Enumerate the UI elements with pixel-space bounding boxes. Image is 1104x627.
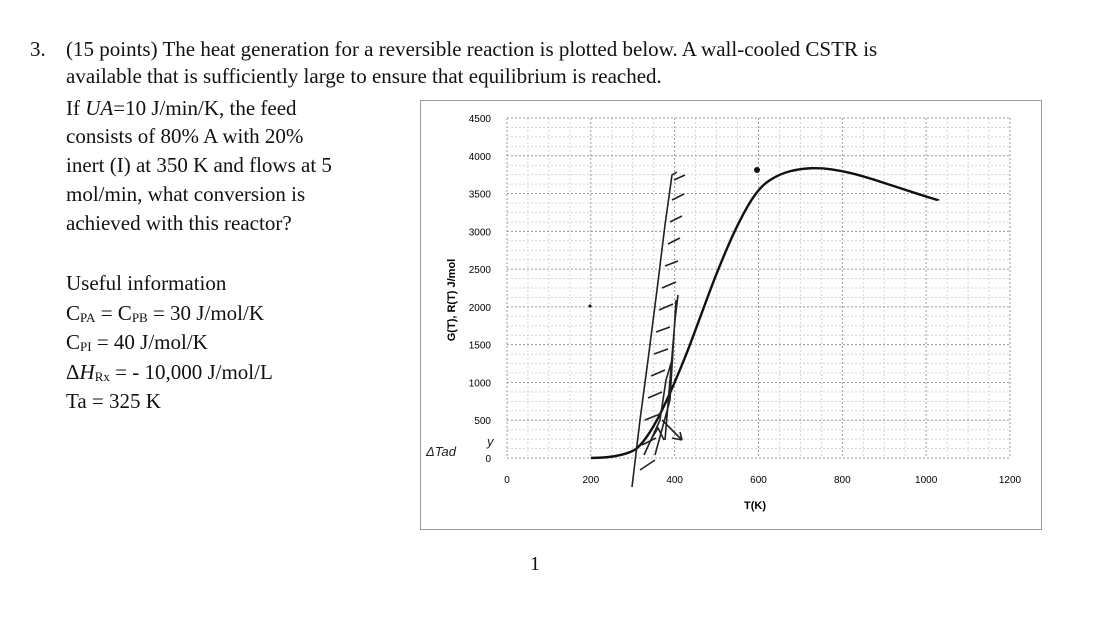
handwritten-note-y: y <box>486 434 495 449</box>
question-intro-line2: available that is sufficiently large to … <box>66 64 662 88</box>
prompt-line4: mol/min, what conversion is <box>66 182 306 206</box>
prompt-line2: consists of 80% A with 20% <box>66 124 304 148</box>
delta-h-line: ΔHRx = - 10,000 J/mol/L <box>66 360 273 384</box>
useful-info-heading: Useful information <box>66 271 227 295</box>
y-tick-label: 2500 <box>469 265 492 276</box>
prompt-line1: If UA=10 J/min/K, the feed <box>66 96 297 120</box>
x-tick-label: 200 <box>582 475 599 486</box>
y-tick-label: 3000 <box>469 227 492 238</box>
y-tick-label: 500 <box>474 416 491 427</box>
page-number: 1 <box>530 553 540 575</box>
handwritten-dot <box>754 167 760 173</box>
prompt-line3: inert (I) at 350 K and flows at 5 <box>66 153 332 177</box>
chart-frame <box>420 100 1042 530</box>
question-intro-line1: (15 points) The heat generation for a re… <box>66 37 878 61</box>
y-axis-label: G(T), R(T) J/mol <box>446 259 458 342</box>
x-tick-label: 1200 <box>999 475 1022 486</box>
heat-generation-curve <box>590 166 940 460</box>
question-number: 3. <box>30 37 46 61</box>
y-tick-label: 0 <box>485 454 491 465</box>
cp-ab-line: CPA = CPB = 30 J/mol/K <box>66 301 264 325</box>
x-tick-label: 0 <box>504 475 510 486</box>
handwritten-removal-line <box>631 171 686 488</box>
y-tick-label: 4500 <box>469 114 492 125</box>
x-tick-label: 1000 <box>915 475 938 486</box>
y-tick-label: 1000 <box>469 378 492 389</box>
x-axis-label: T(K) <box>744 500 766 512</box>
ta-line: Ta = 325 K <box>66 389 161 413</box>
y-tick-label: 2000 <box>469 303 492 314</box>
y-tick-label: 3500 <box>469 190 492 201</box>
handwritten-note-tad: ΔTad <box>425 444 457 459</box>
y-tick-label: 1500 <box>469 341 492 352</box>
x-tick-label: 800 <box>834 475 851 486</box>
x-tick-label: 400 <box>666 475 683 486</box>
ua-variable: UA <box>85 96 114 120</box>
handwritten-dot <box>588 304 592 308</box>
prompt-line5: achieved with this reactor? <box>66 211 292 235</box>
cp-i-line: CPI = 40 J/mol/K <box>66 330 208 354</box>
x-tick-label: 600 <box>750 475 767 486</box>
chart-grid <box>506 117 1011 459</box>
chart-tick-labels: 0 200 400 600 800 1000 1200 0 500 1000 1500 2000 250… <box>469 114 1022 486</box>
y-tick-label: 4000 <box>469 152 492 163</box>
